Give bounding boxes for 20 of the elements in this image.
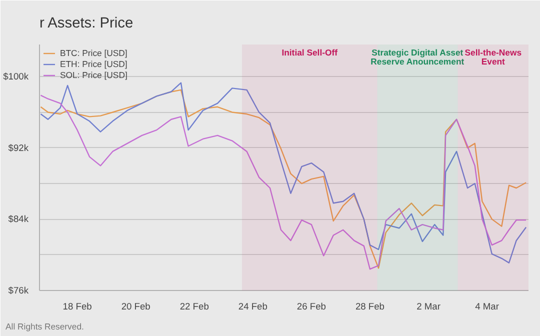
x-tick-label: 18 Feb [62, 302, 92, 312]
legend-label: SOL: Price [USD] [60, 70, 128, 80]
text: All Rights Reserved. [6, 322, 84, 332]
legend-label: ETH: Price [USD] [60, 59, 128, 69]
chart-title: r Assets: Price [40, 16, 134, 32]
x-tick-label: 20 Feb [121, 302, 150, 312]
y-tick-label: $76k [8, 286, 29, 296]
band-label: Initial Sell-Off [282, 48, 338, 58]
y-tick-label: $100k [3, 72, 29, 82]
x-tick-label: 22 Feb [180, 302, 209, 312]
x-tick-label: 26 Feb [296, 302, 326, 312]
band-label: Sell-the-News Event [464, 48, 522, 66]
x-tick-label: 2 Mar [416, 302, 440, 312]
x-tick-label: 4 Mar [475, 302, 499, 312]
legend-label: BTC: Price [USD] [60, 48, 128, 58]
x-tick-label: 28 Feb [355, 302, 384, 312]
y-tick-label: $84k [8, 214, 29, 224]
band-label: Strategic Digital Asset Reserve Anouncement [370, 48, 464, 66]
y-tick-label: $92k [8, 142, 29, 153]
x-tick-label: 24 Feb [238, 302, 268, 312]
